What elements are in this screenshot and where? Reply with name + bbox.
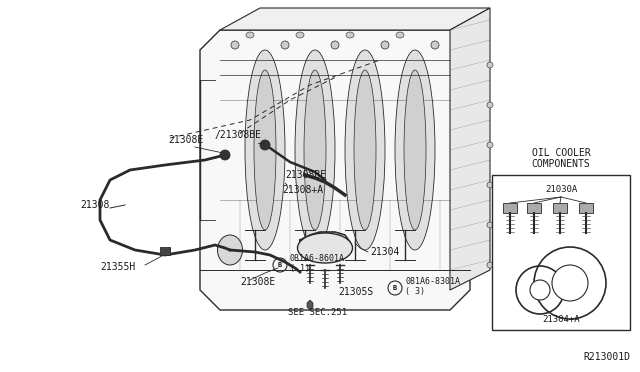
Ellipse shape bbox=[346, 32, 354, 38]
Ellipse shape bbox=[246, 32, 254, 38]
Ellipse shape bbox=[295, 50, 335, 250]
Text: 21355H: 21355H bbox=[100, 262, 135, 272]
Ellipse shape bbox=[254, 70, 276, 230]
Bar bbox=[579, 203, 593, 213]
Bar bbox=[492, 175, 630, 330]
Ellipse shape bbox=[304, 70, 326, 230]
Text: 21308BE: 21308BE bbox=[285, 170, 326, 180]
Ellipse shape bbox=[296, 32, 304, 38]
Circle shape bbox=[331, 41, 339, 49]
Bar bbox=[160, 247, 170, 255]
Ellipse shape bbox=[345, 50, 385, 250]
Text: 21308E: 21308E bbox=[240, 277, 275, 287]
Polygon shape bbox=[307, 300, 313, 310]
Bar bbox=[503, 203, 517, 213]
Text: 21308+A: 21308+A bbox=[282, 185, 323, 195]
Text: /21308BE: /21308BE bbox=[215, 130, 262, 140]
Text: 21030A: 21030A bbox=[545, 186, 577, 195]
Circle shape bbox=[487, 102, 493, 108]
Text: SEE SEC.251: SEE SEC.251 bbox=[288, 308, 347, 317]
Text: 21304: 21304 bbox=[370, 247, 399, 257]
Ellipse shape bbox=[404, 70, 426, 230]
Circle shape bbox=[487, 182, 493, 188]
Ellipse shape bbox=[354, 70, 376, 230]
Text: B: B bbox=[393, 285, 397, 291]
Circle shape bbox=[281, 41, 289, 49]
Circle shape bbox=[431, 41, 439, 49]
Polygon shape bbox=[200, 30, 470, 310]
Text: R213001D: R213001D bbox=[583, 352, 630, 362]
Circle shape bbox=[487, 262, 493, 268]
Circle shape bbox=[381, 41, 389, 49]
Ellipse shape bbox=[298, 233, 353, 263]
Text: 081A6-8601A: 081A6-8601A bbox=[290, 254, 345, 263]
Bar bbox=[553, 203, 567, 213]
Text: ( 1): ( 1) bbox=[290, 264, 310, 273]
Circle shape bbox=[552, 265, 588, 301]
Ellipse shape bbox=[395, 50, 435, 250]
Text: B: B bbox=[278, 262, 282, 268]
Ellipse shape bbox=[396, 32, 404, 38]
Text: 081A6-8301A: 081A6-8301A bbox=[405, 277, 460, 286]
Text: ( 3): ( 3) bbox=[405, 287, 425, 296]
Polygon shape bbox=[450, 8, 490, 290]
Circle shape bbox=[530, 280, 550, 300]
Ellipse shape bbox=[218, 235, 243, 265]
Ellipse shape bbox=[245, 50, 285, 250]
Bar bbox=[527, 203, 541, 213]
Text: COMPONENTS: COMPONENTS bbox=[532, 159, 590, 169]
Text: OIL COOLER: OIL COOLER bbox=[532, 148, 590, 158]
Circle shape bbox=[487, 142, 493, 148]
Text: 21304+A: 21304+A bbox=[542, 315, 580, 324]
Text: 21308E: 21308E bbox=[168, 135, 204, 145]
Circle shape bbox=[260, 140, 270, 150]
Text: 21305S: 21305S bbox=[338, 287, 373, 297]
Circle shape bbox=[487, 222, 493, 228]
Polygon shape bbox=[220, 8, 490, 30]
Circle shape bbox=[231, 41, 239, 49]
Circle shape bbox=[220, 150, 230, 160]
Circle shape bbox=[487, 62, 493, 68]
Text: 21308: 21308 bbox=[80, 200, 109, 210]
